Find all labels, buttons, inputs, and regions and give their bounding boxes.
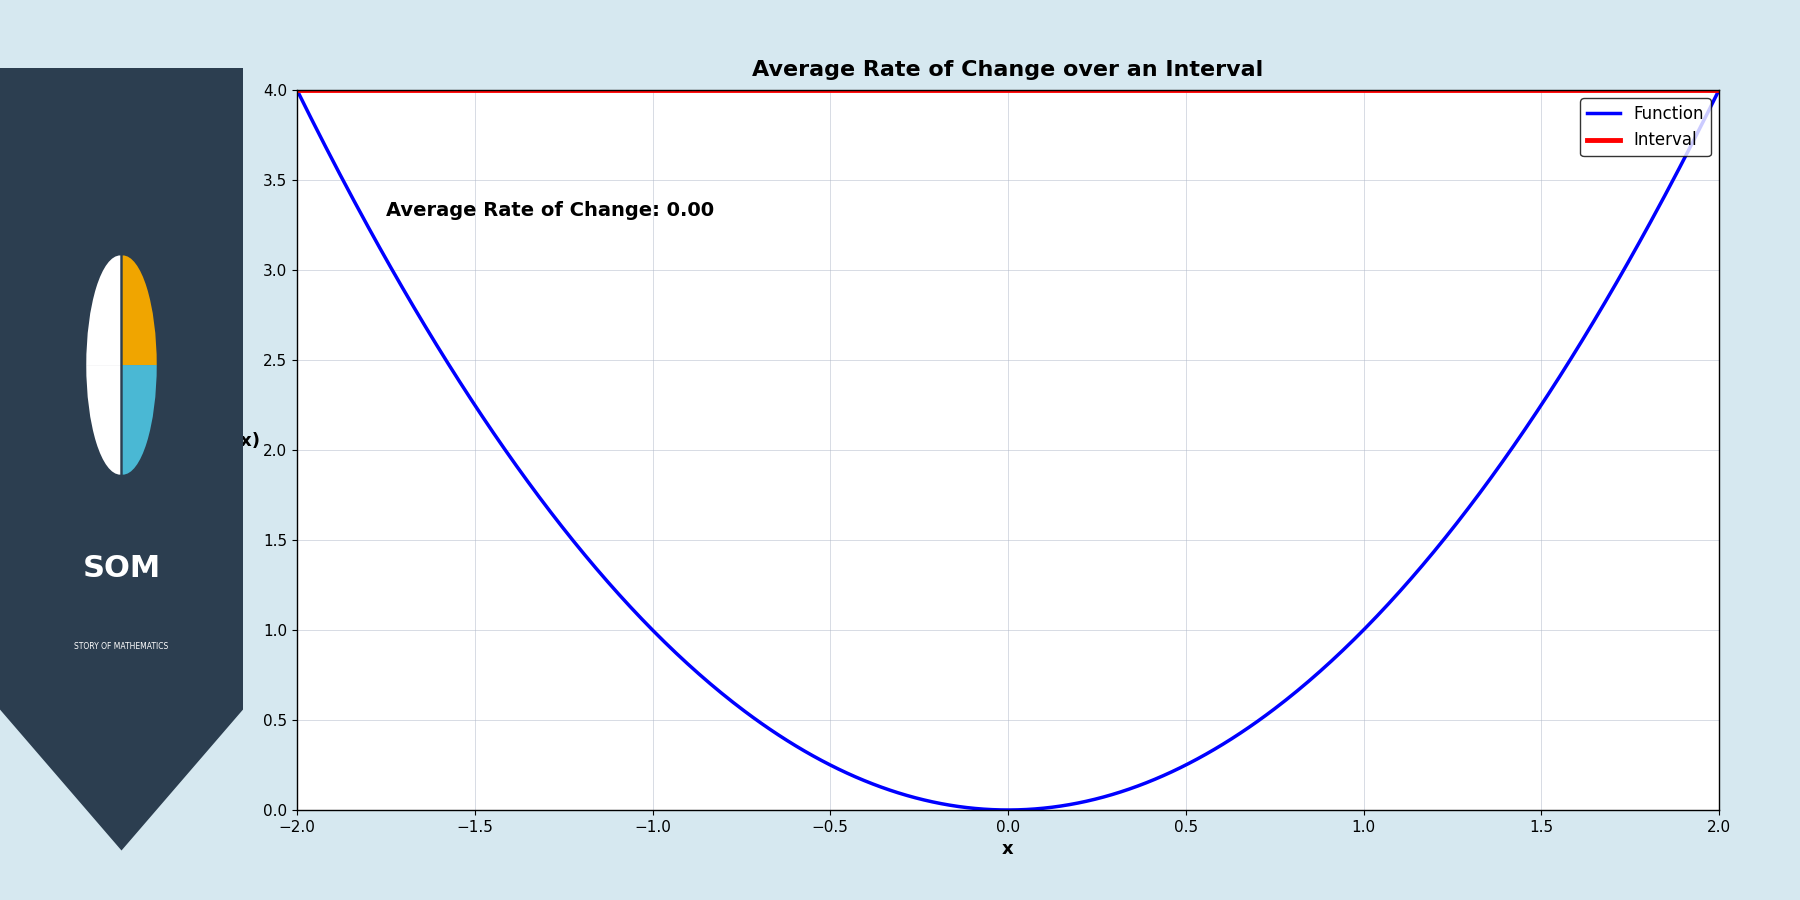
- Function: [286, 85, 308, 95]
- Function: [1708, 85, 1730, 95]
- Wedge shape: [86, 365, 121, 474]
- Y-axis label: f(x): f(x): [225, 432, 261, 450]
- Function: [1678, 147, 1699, 158]
- Function: [970, 804, 992, 814]
- Wedge shape: [86, 256, 121, 365]
- Text: SOM: SOM: [83, 554, 160, 583]
- Function: [1136, 778, 1157, 788]
- Line: Function: Function: [297, 90, 1719, 810]
- Polygon shape: [0, 68, 243, 850]
- Legend: Function, Interval: Function, Interval: [1580, 98, 1710, 156]
- Wedge shape: [122, 256, 157, 365]
- Text: Average Rate of Change: 0.00: Average Rate of Change: 0.00: [385, 201, 715, 220]
- Function: [1058, 799, 1080, 810]
- Function: [999, 805, 1021, 815]
- Title: Average Rate of Change over an Interval: Average Rate of Change over an Interval: [752, 60, 1264, 80]
- Function: [1454, 507, 1476, 517]
- Function: [961, 803, 983, 814]
- Text: STORY OF MATHEMATICS: STORY OF MATHEMATICS: [74, 643, 169, 652]
- Wedge shape: [122, 365, 157, 474]
- X-axis label: x: x: [1003, 841, 1013, 859]
